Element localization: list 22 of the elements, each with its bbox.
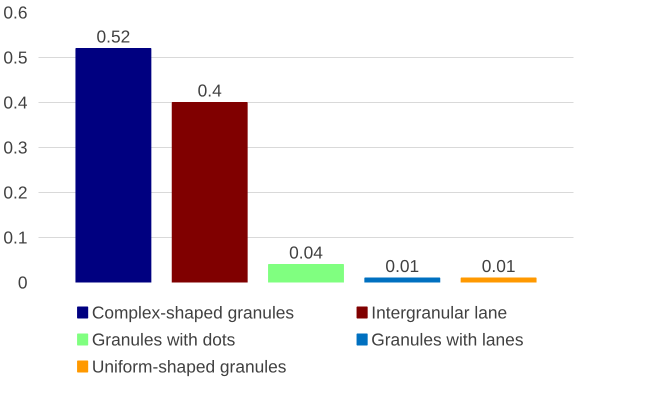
legend-label: Uniform-shaped granules [92,356,287,376]
data-label: 0.04 [289,242,324,262]
bar [268,264,344,282]
legend-label: Complex-shaped granules [92,302,294,322]
y-tick-label: 0.2 [3,182,28,202]
bar [172,102,248,282]
y-tick-label: 0.3 [3,138,28,158]
data-label: 0.52 [96,26,130,46]
data-label: 0.01 [385,256,420,276]
bar [364,278,440,282]
bar [75,48,152,282]
data-label: 0.4 [198,80,222,100]
y-tick-label: 0.5 [3,48,28,68]
y-tick-label: 0.6 [3,2,28,22]
legend-label: Granules with lanes [371,330,524,350]
data-label: 0.01 [482,256,516,276]
y-tick-label: 0 [18,272,28,292]
y-tick-label: 0.1 [3,228,28,248]
legend-label: Intergranular lane [371,302,508,322]
bar [460,278,537,282]
legend-label: Granules with dots [92,330,236,350]
y-tick-label: 0.4 [3,92,28,112]
